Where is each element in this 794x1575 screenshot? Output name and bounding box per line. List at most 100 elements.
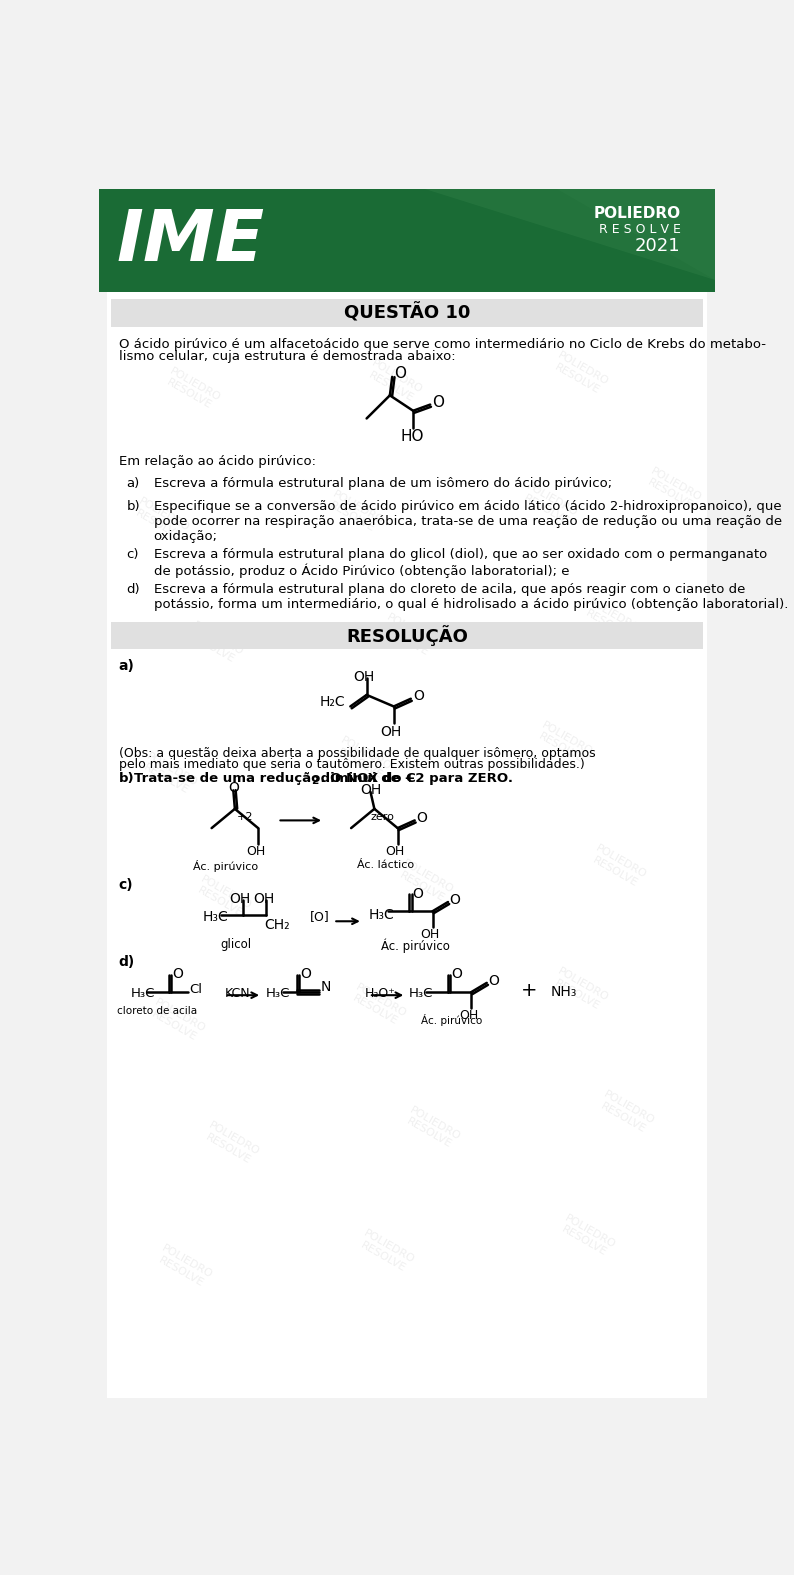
FancyBboxPatch shape [99,189,715,280]
Text: POLIEDRO: POLIEDRO [593,206,680,221]
Text: OH: OH [360,783,382,797]
Text: OH: OH [421,928,440,942]
Text: POLIEDRO
RESOLVE: POLIEDRO RESOLVE [403,1104,463,1151]
Text: KCN: KCN [225,988,250,1000]
Text: d): d) [118,954,135,969]
Text: POLIEDRO
RESOLVE: POLIEDRO RESOLVE [395,858,455,906]
Text: POLIEDRO
RESOLVE: POLIEDRO RESOLVE [549,350,610,397]
Text: O ácido pirúvico é um alfacetoácido que serve como intermediário no Ciclo de Kre: O ácido pirúvico é um alfacetoácido que … [118,337,765,351]
Text: OH: OH [353,671,374,684]
FancyBboxPatch shape [111,622,703,649]
Text: RESOLUÇÃO: RESOLUÇÃO [346,625,468,646]
Text: POLIEDRO
RESOLVE: POLIEDRO RESOLVE [154,1243,214,1290]
Text: Especifique se a conversão de ácido pirúvico em ácido lático (ácido 2-hidroxipro: Especifique se a conversão de ácido pirú… [153,501,781,543]
Text: IME: IME [116,206,264,276]
Text: 2: 2 [310,776,318,786]
Text: [O]: [O] [310,910,330,923]
Text: O: O [433,395,445,411]
Text: POLIEDRO
RESOLVE: POLIEDRO RESOLVE [348,981,408,1028]
Text: lismo celular, cuja estrutura é demostrada abaixo:: lismo celular, cuja estrutura é demostra… [118,350,455,362]
Text: OH: OH [229,891,250,906]
Text: OH: OH [253,891,274,906]
Text: H₃C: H₃C [202,910,228,923]
Text: NH₃: NH₃ [551,984,577,999]
Text: diminui de +2 para ZERO.: diminui de +2 para ZERO. [316,772,513,784]
Text: POLIEDRO
RESOLVE: POLIEDRO RESOLVE [325,488,385,536]
Text: POLIEDRO
RESOLVE: POLIEDRO RESOLVE [380,613,439,660]
Text: H₂C: H₂C [319,695,345,709]
Text: H₃C: H₃C [369,909,395,921]
Text: O: O [412,887,423,901]
Text: Escreva a fórmula estrutural plana de um isômero do ácido pirúvico;: Escreva a fórmula estrutural plana de um… [153,477,611,490]
Text: a): a) [118,658,134,673]
Text: O: O [416,811,427,825]
FancyBboxPatch shape [107,290,707,1399]
Text: POLIEDRO
RESOLVE: POLIEDRO RESOLVE [642,466,703,513]
Text: POLIEDRO
RESOLVE: POLIEDRO RESOLVE [557,1213,618,1260]
Text: O: O [229,781,240,795]
Text: POLIEDRO
RESOLVE: POLIEDRO RESOLVE [147,997,206,1044]
Text: Escreva a fórmula estrutural plana do cloreto de acila, que após reagir com o ci: Escreva a fórmula estrutural plana do cl… [153,583,788,611]
Text: cloreto de acila: cloreto de acila [118,1006,198,1016]
Text: H₃C: H₃C [409,988,434,1000]
Text: POLIEDRO
RESOLVE: POLIEDRO RESOLVE [201,1120,261,1167]
Text: HO: HO [401,430,424,444]
Text: POLIEDRO
RESOLVE: POLIEDRO RESOLVE [596,1090,657,1137]
Text: H₃O⁺: H₃O⁺ [365,988,396,1000]
Text: OH: OH [386,846,405,858]
FancyBboxPatch shape [111,299,703,328]
Text: POLIEDRO
RESOLVE: POLIEDRO RESOLVE [139,751,199,799]
Text: pelo mais imediato que seria o tautômero. Existem outras possibilidades.): pelo mais imediato que seria o tautômero… [118,758,584,772]
Text: +: + [521,981,538,1000]
Text: (Obs: a questão deixa aberta a possibilidade de qualquer isômero, optamos: (Obs: a questão deixa aberta a possibili… [118,747,596,761]
Text: POLIEDRO
RESOLVE: POLIEDRO RESOLVE [364,358,424,405]
Text: Ác. pirúvico: Ác. pirúvico [422,1014,483,1025]
Text: Trata-se de uma redução. O NOX do C: Trata-se de uma redução. O NOX do C [134,772,416,784]
Text: POLIEDRO
RESOLVE: POLIEDRO RESOLVE [588,843,649,890]
Text: POLIEDRO
RESOLVE: POLIEDRO RESOLVE [193,874,253,921]
Text: OH: OH [380,724,401,739]
Text: Ác. pirúvico: Ác. pirúvico [193,860,258,873]
Text: c): c) [126,548,139,561]
Text: N: N [320,981,330,994]
Text: b): b) [126,501,140,513]
Text: H₃C: H₃C [266,988,291,1000]
Text: 2021: 2021 [635,236,680,255]
FancyBboxPatch shape [99,280,715,293]
Text: R E S O L V E: R E S O L V E [599,222,680,236]
Text: O: O [449,893,461,907]
Text: a): a) [126,477,140,490]
Text: POLIEDRO
RESOLVE: POLIEDRO RESOLVE [356,1228,416,1276]
Text: d): d) [126,583,140,597]
Text: O: O [451,967,462,981]
Polygon shape [425,189,715,280]
Text: POLIEDRO
RESOLVE: POLIEDRO RESOLVE [162,365,222,413]
Text: H₃C: H₃C [130,988,155,1000]
Text: O: O [300,967,310,981]
Text: O: O [172,967,183,981]
Text: QUESTÃO 10: QUESTÃO 10 [344,304,470,323]
Polygon shape [557,189,715,280]
Text: CH₂: CH₂ [264,918,290,932]
Text: b): b) [118,772,134,784]
Text: O: O [395,365,407,381]
Text: POLIEDRO
RESOLVE: POLIEDRO RESOLVE [186,619,245,666]
Text: POLIEDRO
RESOLVE: POLIEDRO RESOLVE [131,496,191,543]
Text: O: O [488,973,499,988]
Text: Ác. láctico: Ác. láctico [357,860,414,871]
Text: Ác. pirúvico: Ác. pirúvico [381,939,450,953]
Text: Em relação ao ácido pirúvico:: Em relação ao ácido pirúvico: [118,455,316,468]
Text: glicol: glicol [221,939,252,951]
Text: POLIEDRO
RESOLVE: POLIEDRO RESOLVE [534,720,595,767]
Text: OH: OH [459,1010,479,1022]
Text: O: O [413,690,424,704]
Text: OH: OH [246,846,265,858]
Text: c): c) [118,879,133,891]
Text: POLIEDRO
RESOLVE: POLIEDRO RESOLVE [518,480,579,528]
Text: POLIEDRO
RESOLVE: POLIEDRO RESOLVE [549,965,610,1013]
Text: +2: +2 [237,813,254,822]
Text: POLIEDRO
RESOLVE: POLIEDRO RESOLVE [580,597,641,644]
Text: zero: zero [371,813,395,822]
Text: Cl: Cl [189,983,202,995]
Text: POLIEDRO
RESOLVE: POLIEDRO RESOLVE [333,736,393,783]
